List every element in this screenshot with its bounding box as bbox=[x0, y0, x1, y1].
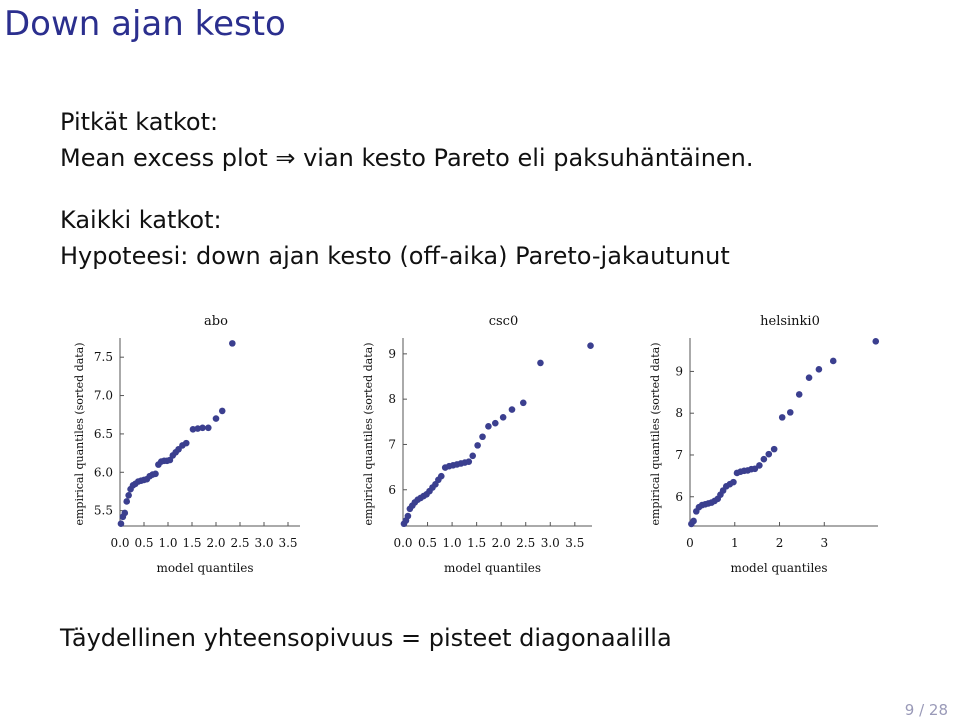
chart-csc0-ylabel: empirical quantiles (sorted data) bbox=[362, 342, 375, 525]
chart-csc0-point bbox=[499, 413, 507, 421]
chart-csc0-ytick-label: 7 bbox=[388, 437, 396, 451]
text-line-mean-excess: Mean excess plot ⇒ vian kesto Pareto eli… bbox=[60, 144, 754, 172]
chart-helsinki0-xtick-label: 1 bbox=[731, 536, 739, 550]
chart-csc0-xtick-label: 1.0 bbox=[443, 536, 462, 550]
chart-csc0-xtick-label: 3.5 bbox=[565, 536, 584, 550]
chart-helsinki0-ytick-label: 7 bbox=[675, 448, 683, 462]
chart-abo-title: abo bbox=[204, 314, 228, 329]
chart-abo-ylabel: empirical quantiles (sorted data) bbox=[73, 342, 86, 525]
chart-helsinki0-point bbox=[770, 445, 778, 453]
chart-abo-ytick-label: 7.0 bbox=[94, 389, 113, 403]
chart-helsinki0-ytick-label: 9 bbox=[675, 364, 683, 378]
chart-helsinki0-point bbox=[765, 450, 773, 458]
chart-abo-point bbox=[123, 498, 131, 505]
chart-helsinki0-xtick-label: 2 bbox=[776, 536, 784, 550]
chart-helsinki0-ytick-label: 6 bbox=[675, 490, 683, 504]
chart-abo-point bbox=[229, 340, 236, 347]
chart-helsinki0-ylabel: empirical quantiles (sorted data) bbox=[649, 342, 662, 525]
chart-helsinki0-point bbox=[778, 414, 786, 421]
text-line-hypothesis: Hypoteesi: down ajan kesto (off-aika) Pa… bbox=[60, 242, 730, 270]
chart-helsinki0-point bbox=[795, 391, 803, 398]
chart-csc0-xtick-label: 0.5 bbox=[418, 536, 437, 550]
chart-abo-xtick-label: 0.5 bbox=[134, 536, 153, 550]
chart-abo-point bbox=[182, 439, 190, 447]
chart-helsinki0-point bbox=[872, 338, 880, 345]
chart-csc0-xtick-label: 3.0 bbox=[541, 536, 560, 550]
chart-abo-xtick-label: 3.5 bbox=[278, 536, 297, 550]
chart-helsinki0-point bbox=[829, 357, 837, 365]
chart-abo-xtick-label: 1.0 bbox=[158, 536, 177, 550]
chart-abo-ytick-label: 5.5 bbox=[94, 504, 113, 518]
chart-csc0-ytick-label: 6 bbox=[388, 483, 396, 497]
chart-csc0-point bbox=[474, 442, 481, 449]
chart-abo-xtick-label: 2.5 bbox=[230, 536, 249, 550]
chart-abo-point bbox=[205, 424, 212, 432]
chart-csc0-point bbox=[587, 342, 594, 350]
chart-helsinki0-point bbox=[786, 409, 794, 416]
chart-csc0-point bbox=[485, 423, 492, 430]
chart-csc0-xtick-label: 1.5 bbox=[467, 536, 486, 550]
chart-abo-ytick-label: 6.5 bbox=[94, 427, 113, 441]
chart-csc0-point bbox=[491, 419, 499, 427]
chart-csc0-ytick-label: 8 bbox=[388, 392, 396, 406]
slide-title: Down ajan kesto bbox=[4, 4, 286, 44]
text-line-long-outages: Pitkät katkot: bbox=[60, 108, 219, 136]
page-number: 9 / 28 bbox=[904, 701, 948, 719]
chart-abo-xtick-label: 3.0 bbox=[254, 536, 273, 550]
chart-csc0-xtick-label: 2.0 bbox=[492, 536, 511, 550]
chart-abo-point bbox=[117, 520, 125, 527]
chart-abo-point bbox=[152, 470, 159, 478]
chart-helsinki0-point bbox=[690, 517, 697, 525]
chart-abo-xtick-label: 2.0 bbox=[206, 536, 225, 550]
chart-helsinki0-xlabel: model quantiles bbox=[730, 561, 827, 575]
chart-csc0-point bbox=[519, 399, 527, 407]
chart-csc0-point bbox=[508, 406, 516, 413]
chart-helsinki0-point bbox=[815, 366, 823, 373]
chart-helsinki0-point bbox=[760, 455, 768, 463]
text-line-all-outages: Kaikki katkot: bbox=[60, 206, 222, 234]
chart-csc0-point bbox=[437, 472, 445, 480]
chart-csc0-title: csc0 bbox=[489, 314, 519, 329]
chart-csc0-ytick-label: 9 bbox=[388, 347, 396, 361]
chart-abo-xtick-label: 1.5 bbox=[182, 536, 201, 550]
chart-abo-point bbox=[212, 415, 220, 422]
chart-csc0-point bbox=[465, 458, 473, 465]
chart-helsinki0-ytick-label: 8 bbox=[675, 406, 683, 420]
chart-helsinki0-xtick-label: 0 bbox=[686, 536, 694, 550]
chart-csc0-xlabel: model quantiles bbox=[444, 561, 541, 575]
chart-helsinki0-xtick-label: 3 bbox=[820, 536, 828, 550]
chart-abo-xlabel: model quantiles bbox=[156, 561, 253, 575]
chart-csc0-point bbox=[469, 452, 477, 460]
chart-helsinki0-point bbox=[756, 462, 763, 469]
chart-csc0-point bbox=[479, 433, 486, 441]
chart-abo-point bbox=[199, 424, 206, 432]
chart-helsinki0-point bbox=[805, 374, 813, 381]
chart-csc0-xtick-label: 0.0 bbox=[393, 536, 412, 550]
chart-helsinki0-point bbox=[730, 478, 737, 486]
chart-abo-ytick-label: 6.0 bbox=[94, 465, 113, 479]
chart-abo-xtick-label: 0.0 bbox=[110, 536, 129, 550]
conclusion-text: Täydellinen yhteensopivuus = pisteet dia… bbox=[60, 624, 672, 652]
chart-abo-ytick-label: 7.5 bbox=[94, 350, 113, 364]
chart-csc0-point bbox=[537, 359, 544, 367]
chart-abo-point bbox=[125, 492, 132, 499]
chart-abo-point bbox=[121, 509, 129, 517]
chart-abo-point bbox=[218, 407, 226, 415]
chart-csc0-xtick-label: 2.5 bbox=[516, 536, 535, 550]
chart-helsinki0-title: helsinki0 bbox=[760, 314, 820, 329]
chart-csc0-point bbox=[404, 512, 412, 520]
